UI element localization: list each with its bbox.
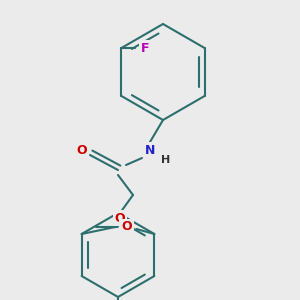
Text: O: O bbox=[115, 212, 125, 224]
Text: H: H bbox=[161, 155, 171, 165]
Text: O: O bbox=[121, 220, 132, 233]
Text: N: N bbox=[145, 143, 155, 157]
Text: F: F bbox=[141, 41, 150, 55]
Text: O: O bbox=[77, 145, 87, 158]
